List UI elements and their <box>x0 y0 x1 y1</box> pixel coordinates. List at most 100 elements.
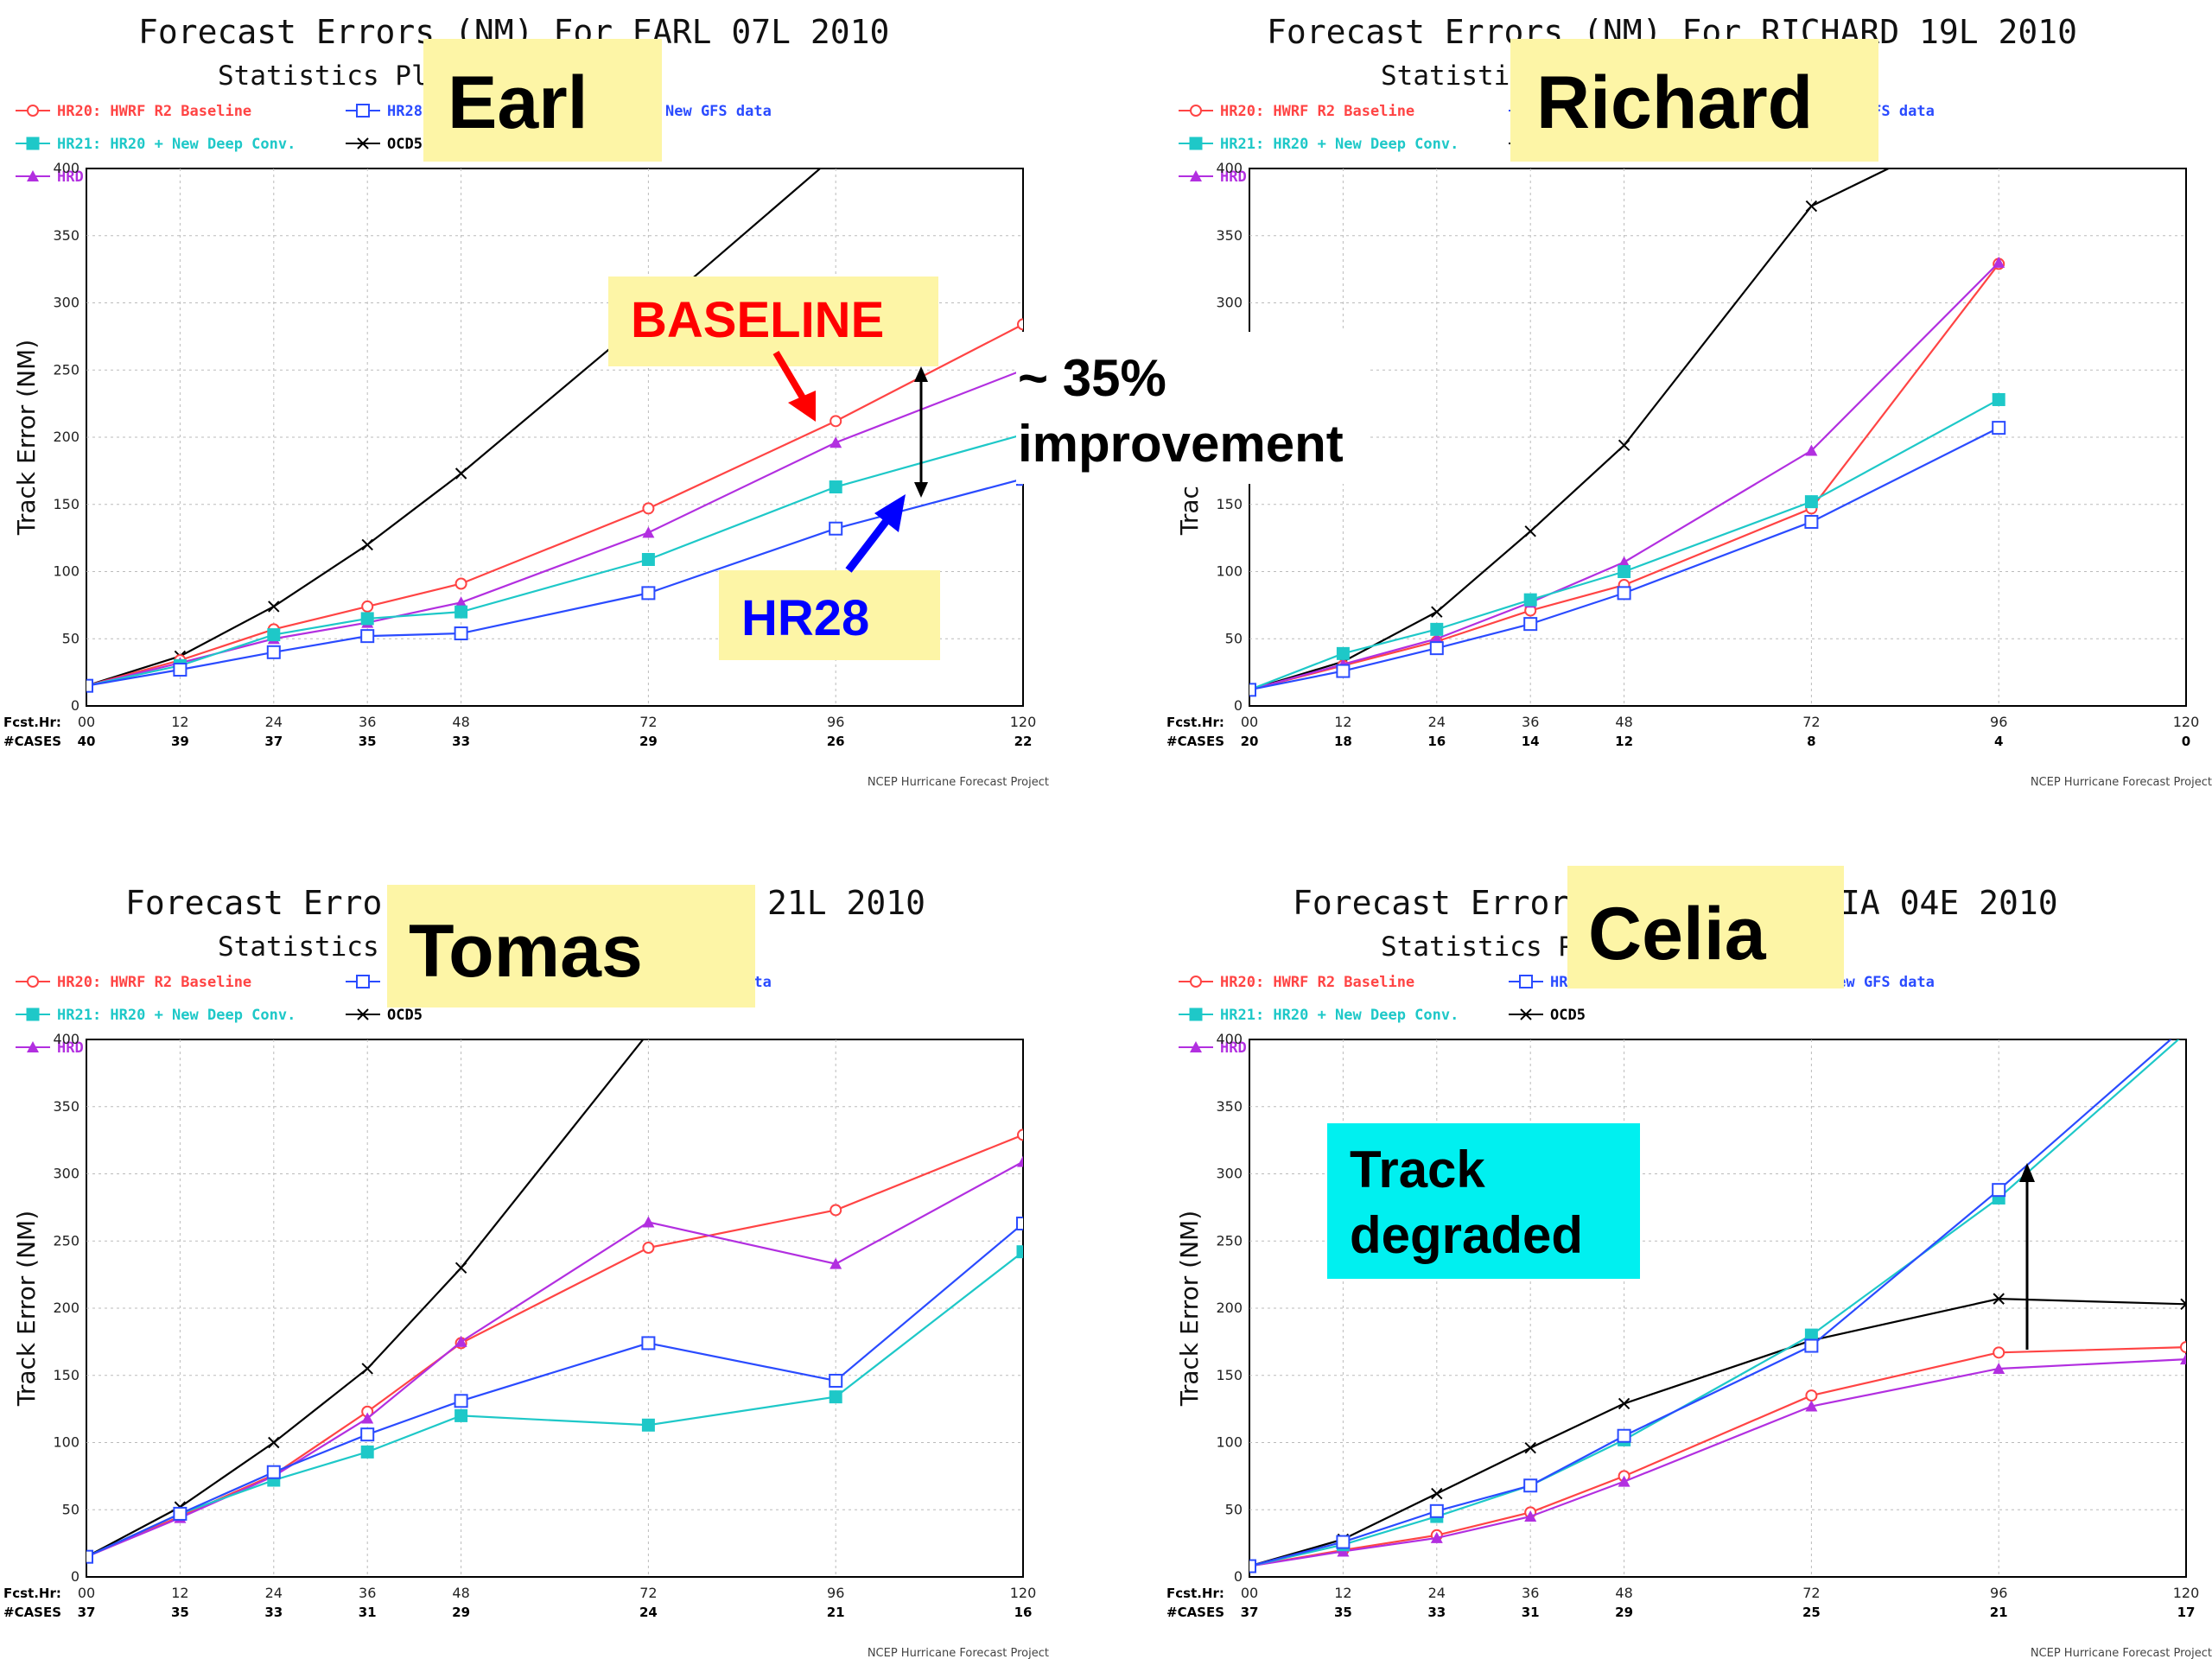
series-line-hr21 <box>1249 1039 2180 1567</box>
legend-marker-b <box>1520 1008 1532 1020</box>
legend-label-hr20: HR20: HWRF R2 Baseline <box>57 103 251 120</box>
y-tick-label: 400 <box>53 1031 79 1047</box>
data-point-ocd5-b <box>1524 1442 1536 1454</box>
data-point-hrd <box>1524 1510 1537 1522</box>
data-point-hrd <box>1017 1155 1023 1167</box>
improvement-line1: ~ 35% <box>1018 349 1166 407</box>
data-point-hr28 <box>641 586 656 601</box>
data-point-hr20 <box>642 1242 655 1255</box>
celia-title-left: Forecast Errors <box>1293 884 1589 922</box>
legend-marker <box>27 105 39 117</box>
data-point-hr21 <box>1430 622 1444 636</box>
tomas-title-right: 21L 2010 <box>767 884 925 922</box>
series-group <box>86 1039 1023 1564</box>
y-tick-label: 150 <box>1216 1367 1243 1383</box>
y-tick-label: 250 <box>1216 1232 1243 1249</box>
cases-value: 35 <box>171 1605 189 1620</box>
y-tick-label: 50 <box>62 1501 79 1517</box>
data-point-hr20 <box>2180 1341 2186 1354</box>
y-tick-label: 350 <box>1216 227 1243 244</box>
data-point-hrd <box>454 1335 467 1347</box>
panel-titles: Forecast Errors (NM) For EARL 07L 2010 F… <box>125 13 2077 922</box>
legend-label-hr21: HR21: HR20 + New Deep Conv. <box>57 1007 296 1024</box>
celia-label-box <box>1567 866 1844 988</box>
data-point-hr21 <box>360 1445 374 1459</box>
x-tick-label: 96 <box>827 1585 844 1601</box>
data-point-hrd <box>1430 632 1443 645</box>
y-tick-label: 50 <box>1225 630 1243 646</box>
cases-label: #CASES <box>1166 1605 1224 1620</box>
x-tick-label: 00 <box>1241 1585 1258 1601</box>
fcst-hr-label: Fcst.Hr: <box>3 715 61 730</box>
data-point-ocd5-b <box>1431 606 1443 618</box>
data-point-hrd <box>361 1412 374 1424</box>
x-tick-label: 120 <box>2173 1585 2200 1601</box>
y-axis-label: Track Error (NM) <box>12 340 41 536</box>
cases-value: 26 <box>827 734 845 749</box>
data-point-hr28 <box>454 626 468 641</box>
series-line-hrd <box>1249 1357 2186 1567</box>
earl-label-box <box>423 39 662 162</box>
y-tick-label: 250 <box>53 1232 79 1249</box>
y-tick-label: 150 <box>53 496 79 512</box>
cases-label: #CASES <box>1166 734 1224 749</box>
tomas-label: Tomas <box>409 910 643 993</box>
x-tick-label: 120 <box>1010 1585 1037 1601</box>
y-tick-label: 50 <box>1225 1501 1243 1517</box>
footer-text: NCEP Hurricane Forecast Project <box>868 1647 1049 1659</box>
legend-label-partial: New GFS data <box>1828 974 1935 991</box>
data-point-ocd5 <box>1524 525 1536 537</box>
data-point-hr28 <box>1523 617 1538 632</box>
cases-value: 40 <box>78 734 96 749</box>
data-point-hr28 <box>266 645 281 659</box>
legend-label-ocd5: OCD5 <box>1550 1007 1586 1024</box>
data-point-hr28 <box>1804 514 1819 529</box>
data-point-ocd5 <box>268 1436 280 1449</box>
x-tick-label: 96 <box>1990 1585 2007 1601</box>
data-point-ocd5-b <box>1618 1397 1630 1410</box>
legend-marker-b <box>357 137 369 149</box>
series-line-ocd5 <box>86 1039 645 1558</box>
data-point-ocd5-b <box>268 601 280 613</box>
series-line-ocd5 <box>1249 1298 2186 1567</box>
data-point-ocd5 <box>1431 606 1443 618</box>
hr28-label-box <box>719 570 940 660</box>
cases-label: #CASES <box>3 734 61 749</box>
data-point-ocd5-b <box>1524 525 1536 537</box>
cases-value: 18 <box>1334 734 1352 749</box>
cases-value: 35 <box>359 734 377 749</box>
data-point-hr28 <box>1429 1503 1444 1518</box>
data-point-ocd5 <box>361 538 373 551</box>
richard-label: Richard <box>1536 61 1813 144</box>
data-point-hr28 <box>1523 1478 1538 1493</box>
cases-value: 17 <box>2177 1605 2196 1620</box>
footer-text: NCEP Hurricane Forecast Project <box>2031 776 2212 789</box>
y-tick-label: 200 <box>53 429 79 445</box>
legend-marker <box>27 170 39 181</box>
data-point-hrd <box>1618 556 1630 568</box>
y-tick-label: 400 <box>53 160 79 176</box>
data-point-hrd <box>454 596 467 608</box>
series-group <box>1249 1039 2186 1573</box>
data-point-hr28 <box>86 1549 93 1564</box>
series-group <box>1249 168 2006 697</box>
cases-value: 33 <box>264 1605 283 1620</box>
y-tick-label: 0 <box>1234 697 1243 714</box>
data-point-ocd5-b <box>1993 1293 2005 1305</box>
legend-marker <box>1520 1008 1532 1020</box>
hr28-arrow-head <box>874 494 906 532</box>
data-point-hr28 <box>829 1373 843 1388</box>
legend-label-ocd5: OCD5 <box>387 1007 423 1024</box>
legend-marker <box>1519 975 1533 988</box>
data-point-hr20 <box>830 1204 842 1217</box>
data-point-ocd5-b <box>454 467 467 480</box>
cases-value: 29 <box>1615 1605 1633 1620</box>
y-tick-label: 400 <box>1216 160 1243 176</box>
x-tick-label: 12 <box>171 714 188 730</box>
data-point-hr28 <box>173 1506 188 1521</box>
cases-value: 16 <box>1014 1605 1033 1620</box>
legend-marker <box>26 137 40 150</box>
